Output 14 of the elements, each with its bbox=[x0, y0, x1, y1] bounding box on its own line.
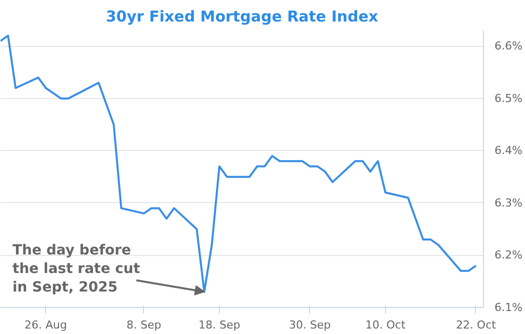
x-tick-label: 10. Oct bbox=[365, 318, 406, 332]
y-tick-label: 6.2% bbox=[494, 248, 522, 262]
x-tick-label: 22. Oct bbox=[456, 318, 497, 332]
y-tick-label: 6.3% bbox=[494, 196, 522, 210]
x-tick-label: 26. Aug bbox=[24, 318, 68, 332]
x-tick-label: 30. Sep bbox=[289, 318, 331, 332]
y-tick-label: 6.5% bbox=[494, 92, 522, 105]
annotation: The day before the last rate cut in Sept, 2025 bbox=[12, 242, 140, 296]
x-tick-label: 8. Sep bbox=[126, 318, 162, 332]
y-tick-label: 6.1% bbox=[494, 301, 522, 314]
y-tick-label: 6.6% bbox=[494, 40, 522, 53]
x-tick-label: 18. Sep bbox=[198, 318, 240, 332]
chart-title: 30yr Fixed Mortgage Rate Index bbox=[106, 8, 378, 26]
y-tick-label: 6.4% bbox=[494, 144, 522, 158]
